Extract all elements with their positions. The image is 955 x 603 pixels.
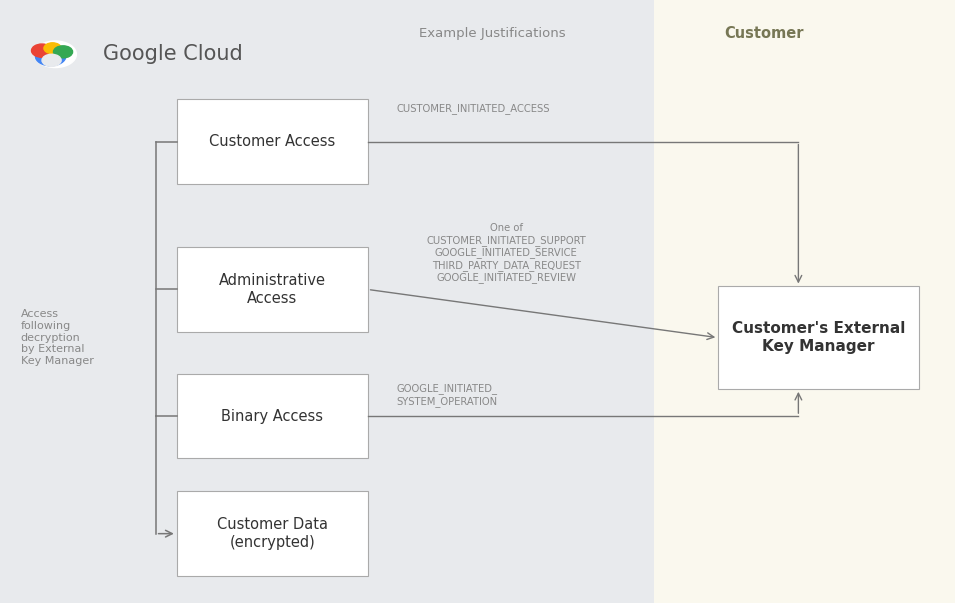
Bar xyxy=(718,286,919,389)
Bar xyxy=(177,247,368,332)
Circle shape xyxy=(35,46,66,66)
Text: Customer's External
Key Manager: Customer's External Key Manager xyxy=(732,321,905,354)
Circle shape xyxy=(32,44,53,57)
Text: Access
following
decryption
by External
Key Manager: Access following decryption by External … xyxy=(21,309,94,366)
Text: One of
CUSTOMER_INITIATED_SUPPORT
GOOGLE_INITIATED_SERVICE
THIRD_PARTY_DATA_REQU: One of CUSTOMER_INITIATED_SUPPORT GOOGLE… xyxy=(426,223,586,283)
Text: Example Justifications: Example Justifications xyxy=(418,27,565,40)
Text: Binary Access: Binary Access xyxy=(222,409,323,423)
Bar xyxy=(654,0,955,603)
Text: Customer: Customer xyxy=(724,26,804,40)
Text: Customer Access: Customer Access xyxy=(209,134,335,149)
Text: Google Cloud: Google Cloud xyxy=(103,44,243,65)
Text: GOOGLE_INITIATED_
SYSTEM_OPERATION: GOOGLE_INITIATED_ SYSTEM_OPERATION xyxy=(396,384,498,406)
Circle shape xyxy=(44,43,61,54)
Text: CUSTOMER_INITIATED_ACCESS: CUSTOMER_INITIATED_ACCESS xyxy=(396,103,550,114)
Circle shape xyxy=(53,46,73,58)
Bar xyxy=(0,0,654,603)
Text: Administrative
Access: Administrative Access xyxy=(219,273,326,306)
Bar xyxy=(177,374,368,458)
Circle shape xyxy=(34,41,76,68)
Text: Customer Data
(encrypted): Customer Data (encrypted) xyxy=(217,517,328,550)
Bar xyxy=(177,491,368,576)
Bar xyxy=(177,99,368,184)
Circle shape xyxy=(42,54,61,66)
